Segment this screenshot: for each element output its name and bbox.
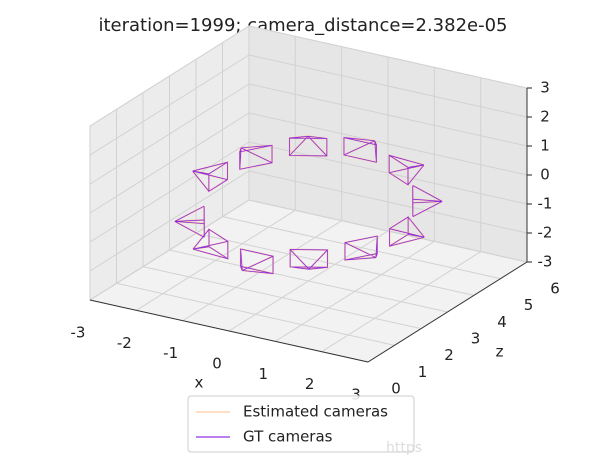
- y-tick-label: 3: [540, 79, 550, 97]
- camera-frustum: [344, 235, 378, 261]
- grid-line: [248, 112, 528, 176]
- x-tick-label: 0: [212, 355, 222, 373]
- z-tick-label: 1: [418, 363, 428, 381]
- x-tick-label: -1: [163, 344, 178, 362]
- camera-frustum: [388, 154, 425, 186]
- x-tick-label: -3: [71, 324, 86, 342]
- camera-frustum: [389, 216, 425, 247]
- z-tick-label: 3: [471, 330, 481, 348]
- y-tick-label: -3: [538, 253, 553, 271]
- grid-line: [248, 141, 528, 205]
- z-axis-label: z: [496, 343, 504, 361]
- grid-line: [222, 216, 501, 280]
- x-tick-label: 3: [351, 386, 361, 404]
- camera-frustum: [174, 205, 205, 238]
- z-tick-label: 0: [391, 380, 401, 398]
- legend-label: Estimated cameras: [243, 403, 388, 421]
- grid-line: [195, 232, 475, 296]
- grid-line: [248, 199, 528, 263]
- z-tick-label: 6: [550, 280, 560, 298]
- camera-frustum: [239, 144, 273, 170]
- camera-frustum: [192, 161, 228, 193]
- grid-line: [89, 112, 250, 214]
- z-axis-line: [367, 261, 528, 363]
- y-tick-label: -1: [538, 195, 553, 213]
- x-tick-label: 2: [305, 375, 315, 393]
- camera-frustum: [240, 248, 274, 275]
- grid-line: [248, 25, 528, 89]
- watermark: https: [386, 440, 422, 456]
- z-tick-label: 5: [524, 296, 534, 314]
- camera-frustum: [343, 137, 377, 163]
- camera-frustum: [289, 135, 328, 157]
- grid-line: [89, 54, 250, 156]
- grid-line: [116, 282, 395, 346]
- chart-title: iteration=1999; camera_distance=2.382e-0…: [98, 15, 507, 36]
- legend-frame: [187, 395, 415, 453]
- y-tick-label: 2: [540, 108, 550, 126]
- legend: Estimated cameras GT cameras: [187, 395, 415, 453]
- x-axis-label: x: [195, 374, 204, 392]
- grid-line: [248, 54, 528, 118]
- legend-label: GT cameras: [243, 428, 333, 446]
- grid-line: [89, 83, 250, 185]
- camera-frustum: [289, 249, 328, 270]
- camera-frustum: [192, 228, 229, 260]
- grid-line: [248, 83, 528, 147]
- y-tick-label: 0: [540, 166, 550, 184]
- camera-frustum: [412, 185, 443, 217]
- grid-line: [169, 249, 448, 313]
- grid-line: [89, 199, 250, 301]
- grid-line: [89, 170, 250, 272]
- y-tick-label: 1: [540, 137, 550, 155]
- x-tick-label: 1: [259, 365, 269, 383]
- grid-line: [89, 141, 250, 243]
- x-axis-line: [89, 299, 369, 363]
- y-tick-label: -2: [538, 224, 553, 242]
- grid-line: [248, 170, 528, 234]
- z-tick-label: 4: [497, 313, 507, 331]
- grid-line: [89, 25, 250, 127]
- grid-line: [142, 266, 422, 330]
- z-tick-label: 2: [444, 346, 454, 364]
- x-tick-label: -2: [117, 334, 132, 352]
